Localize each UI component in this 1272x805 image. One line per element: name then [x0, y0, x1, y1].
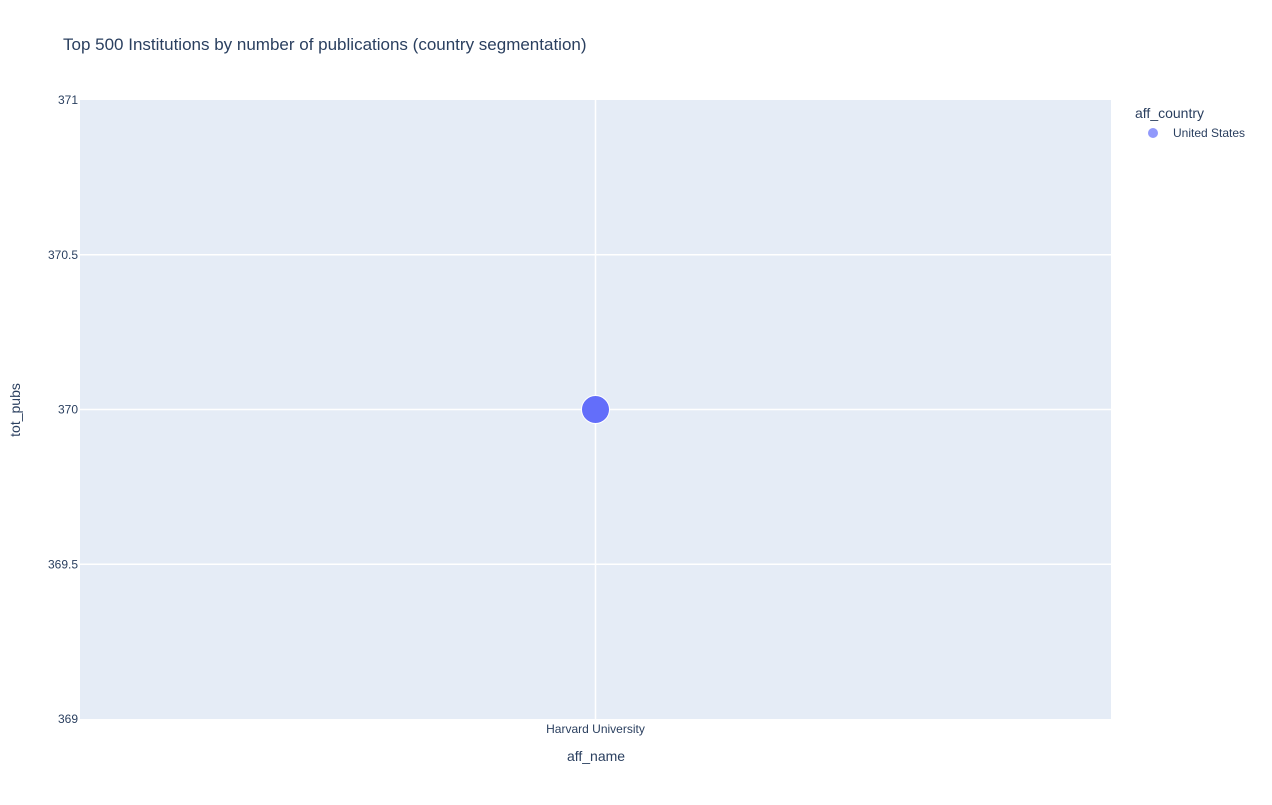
- legend-entries: United States: [1148, 126, 1245, 140]
- data-points: [581, 395, 610, 424]
- y-tick-label: 371: [58, 93, 78, 107]
- y-tick-label: 370: [58, 403, 78, 417]
- legend-marker[interactable]: [1148, 128, 1158, 138]
- y-tick-label: 369: [58, 712, 78, 726]
- chart-title: Top 500 Institutions by number of public…: [63, 35, 587, 54]
- y-axis-title: tot_pubs: [7, 383, 23, 437]
- legend-title: aff_country: [1135, 105, 1204, 121]
- y-tick-label: 370.5: [48, 248, 78, 262]
- x-axis-ticks: Harvard University: [546, 722, 645, 736]
- y-tick-label: 369.5: [48, 557, 78, 571]
- legend-entry-label[interactable]: United States: [1173, 126, 1245, 140]
- y-axis-ticks: 369 369.5 370 370.5 371: [48, 93, 78, 726]
- x-axis-title: aff_name: [567, 748, 625, 764]
- x-tick-label: Harvard University: [546, 722, 645, 736]
- data-point[interactable]: [581, 395, 610, 424]
- legend: aff_country United States: [1135, 105, 1245, 140]
